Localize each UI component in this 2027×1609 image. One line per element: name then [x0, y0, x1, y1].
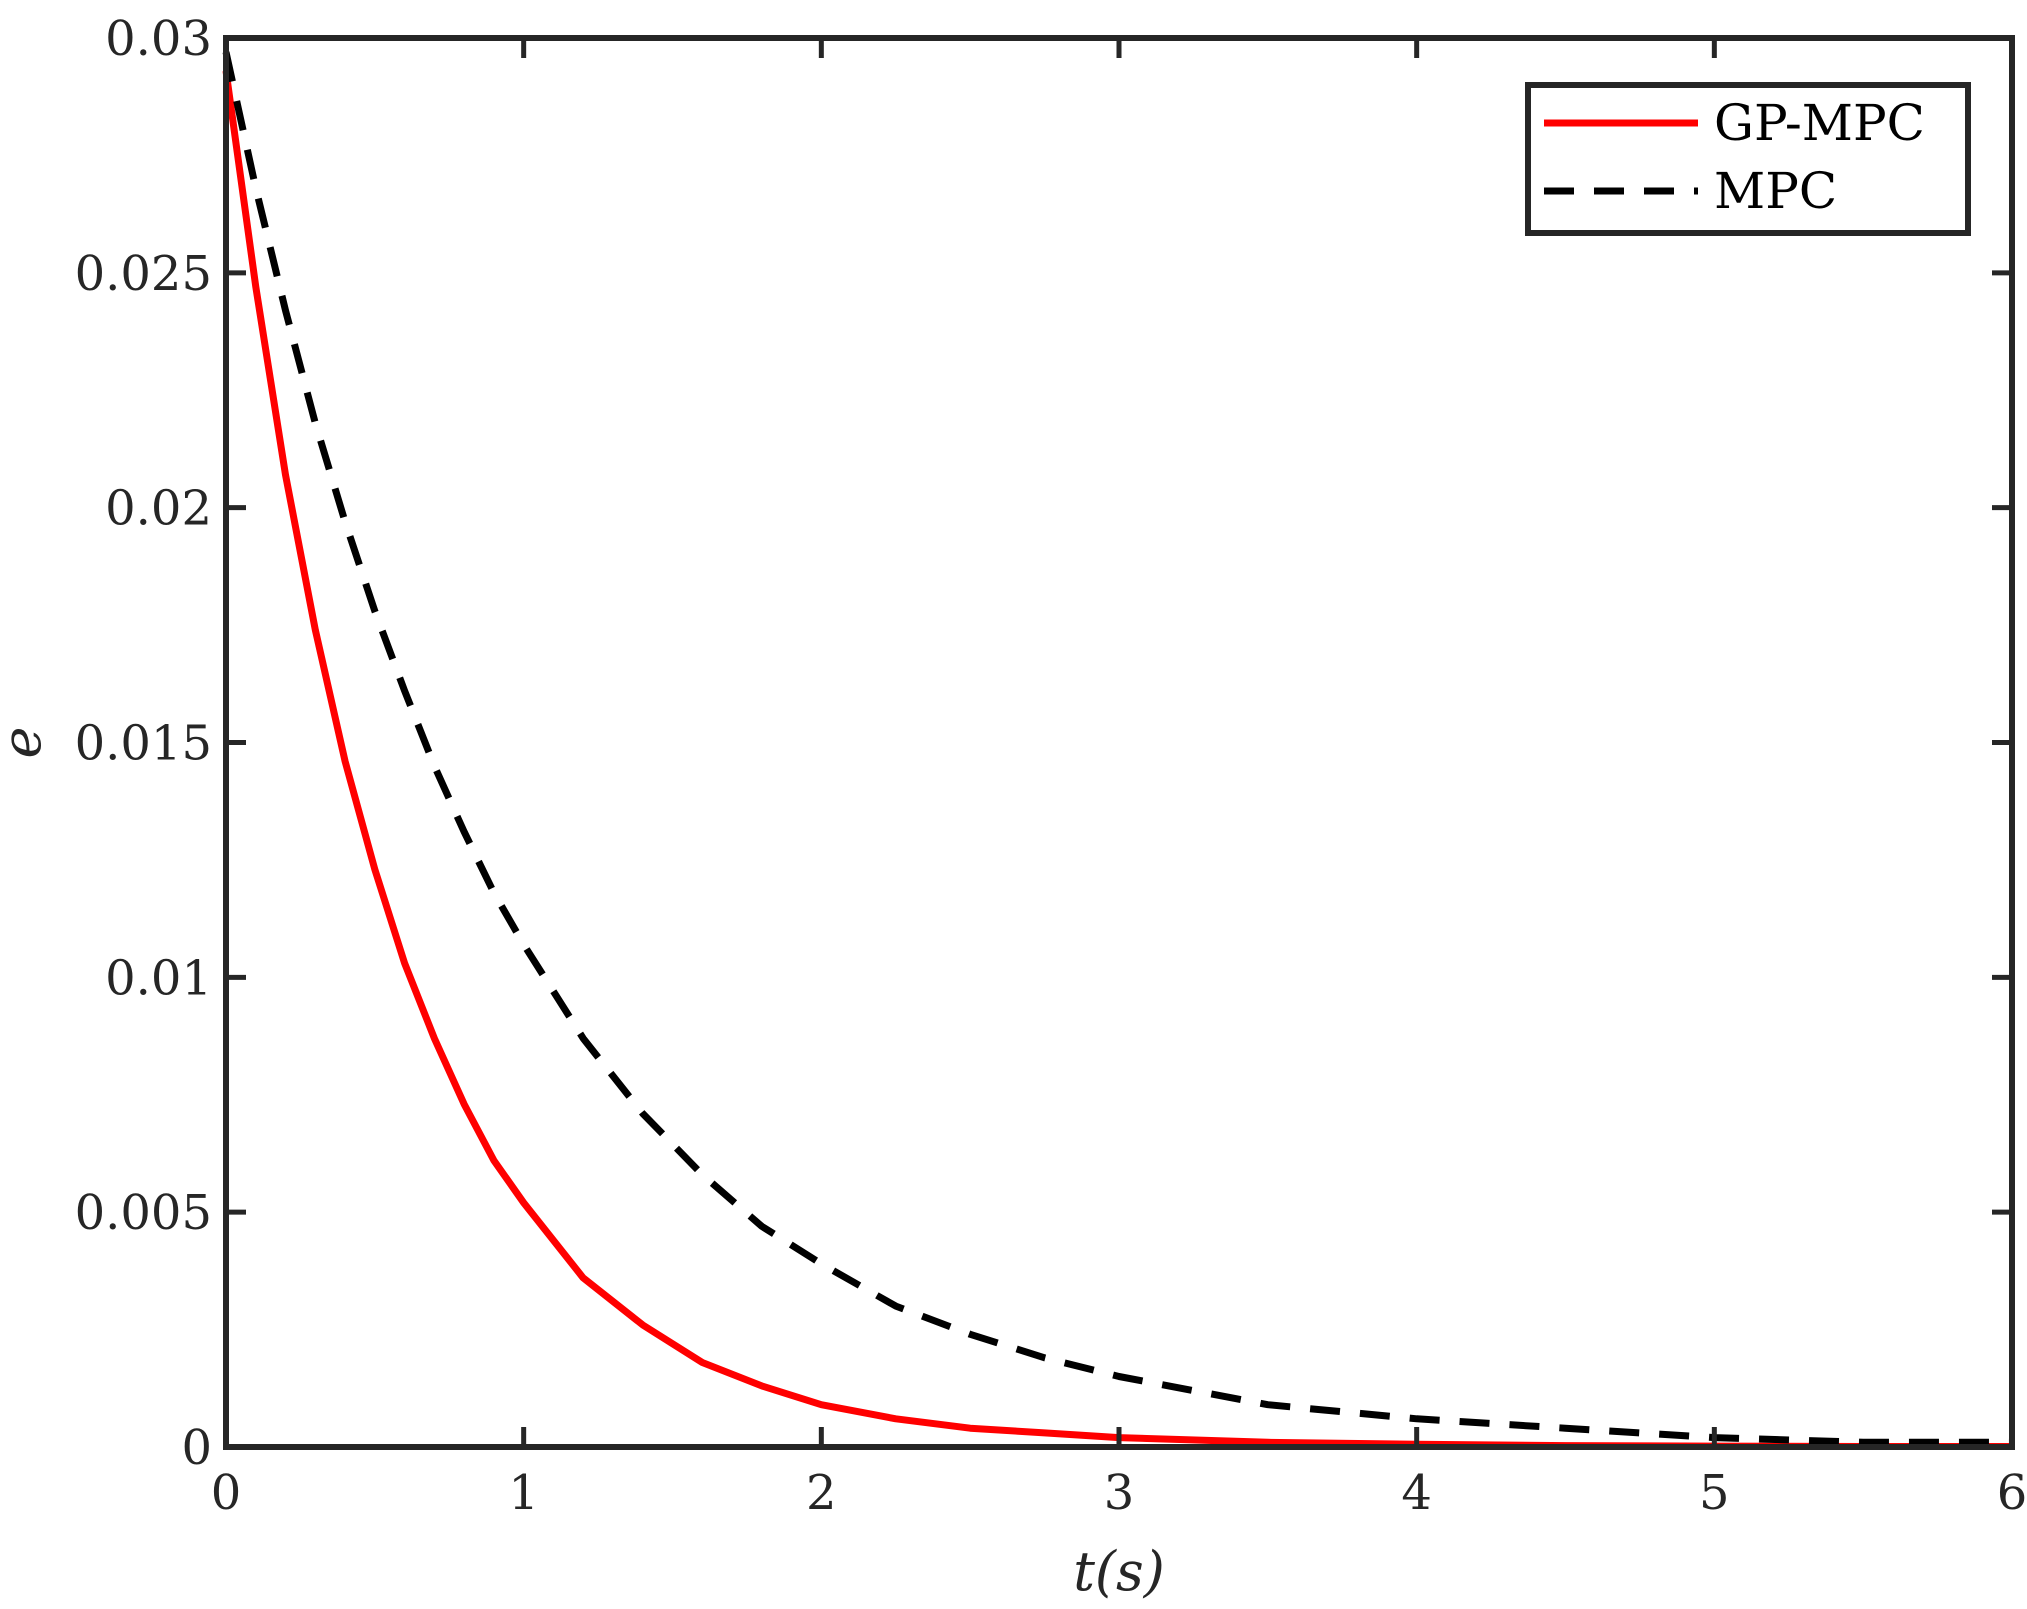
legend: GP-MPC MPC: [1525, 82, 1971, 236]
series-line-mpc: [222, 51, 2012, 1446]
legend-label-mpc: MPC: [1714, 162, 1837, 220]
series-line-gp-mpc: [222, 70, 2012, 1450]
x-tick-label: 5: [1699, 1465, 1730, 1521]
y-tick-label: 0.02: [105, 481, 212, 537]
y-axis-label: e: [0, 727, 53, 759]
x-tick-label: 0: [211, 1465, 242, 1521]
x-tick-label: 1: [508, 1465, 539, 1521]
legend-label-gp-mpc: GP-MPC: [1714, 94, 1925, 152]
axes-frame: [223, 35, 2015, 1450]
legend-box: [1525, 82, 1971, 236]
y-tick-label: 0.03: [105, 11, 212, 67]
y-tick-label: 0.005: [75, 1185, 212, 1241]
x-tick-label: 6: [1997, 1465, 2027, 1521]
y-tick-label: 0.025: [75, 246, 212, 302]
y-tick-label: 0: [181, 1420, 212, 1476]
ticks-layer: 0 1 2 3 4 5 6 0 0.005 0.01 0.015 0.02 0.025 0.03: [75, 11, 2027, 1521]
x-tick-label: 2: [806, 1465, 837, 1521]
series-layer: [222, 51, 2012, 1450]
x-tick-label: 3: [1104, 1465, 1135, 1521]
y-tick-label: 0.01: [105, 950, 212, 1006]
x-axis-label: t(s): [1073, 1540, 1165, 1603]
x-tick-label: 4: [1401, 1465, 1432, 1521]
y-tick-label: 0.015: [75, 716, 212, 772]
